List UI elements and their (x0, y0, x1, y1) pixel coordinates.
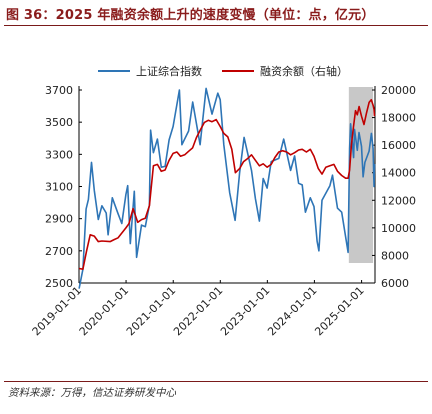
right-axis-tick-label: 20000 (381, 84, 416, 97)
x-axis-tick-label: 2020-01-01 (77, 284, 131, 338)
right-axis-tick-label: 12000 (381, 194, 416, 207)
left-axis-tick-label: 2900 (45, 213, 73, 226)
x-axis-tick-label: 2023-01-01 (218, 284, 272, 338)
left-axis-tick-label: 3300 (45, 148, 73, 161)
left-axis-tick-label: 3100 (45, 181, 73, 194)
left-axis-tick-label: 2700 (45, 245, 73, 258)
series-line-margin-balance (78, 98, 376, 270)
right-axis-tick-label: 18000 (381, 112, 416, 125)
source-note: 资料来源：万得，信达证券研发中心 (8, 387, 176, 399)
right-axis-tick-label: 8000 (381, 249, 409, 262)
x-axis-tick-label: 2024-01-01 (265, 284, 319, 338)
right-axis-tick-label: 10000 (381, 222, 416, 235)
line-chart: 2500 2700 2900 3100 3300 3500 3700 6000 8000 1000… (30, 64, 416, 338)
legend-item-shanghai-index-label: 上证综合指数 (136, 64, 202, 78)
right-axis-tick-label: 6000 (381, 277, 409, 290)
chart-title: 图 36：2025 年融资余额上升的速度变慢（单位：点，亿元） (6, 8, 375, 23)
x-axis-tick-label: 2019-01-01 (30, 284, 84, 338)
x-axis-tick-label: 2022-01-01 (171, 284, 225, 338)
source-divider (4, 381, 428, 382)
title-divider (4, 25, 428, 26)
left-axis-tick-label: 3700 (45, 84, 73, 97)
left-axis-tick-label: 3500 (45, 116, 73, 129)
x-axis-tick-label: 2021-01-01 (124, 284, 178, 338)
right-axis-tick-label: 14000 (381, 167, 416, 180)
legend-item-margin-balance-label: 融资余额（右轴） (260, 64, 348, 78)
left-axis-tick-label: 2500 (45, 277, 73, 290)
series-line-shanghai-index (78, 87, 376, 289)
right-axis-tick-label: 16000 (381, 139, 416, 152)
x-axis-tick-label: 2025-01-01 (312, 284, 366, 338)
